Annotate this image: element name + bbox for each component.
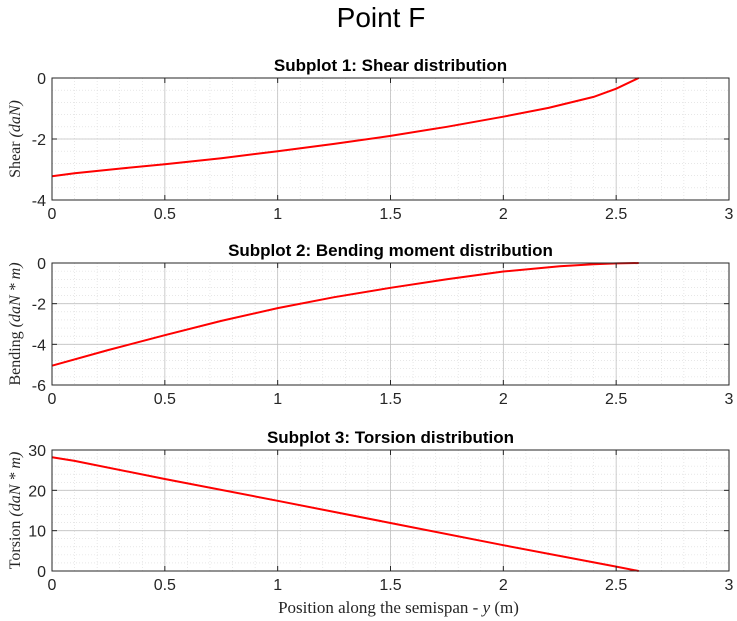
y-axis-label: Bending (daN * m) [7, 262, 24, 385]
subplot-1: 0 0.5 1 1.5 2 2.5 3 -4 -2 0 Subplot 1: Shear distr… [7, 56, 734, 223]
y-axis-label-unit: (daN * m) [7, 262, 24, 327]
y-tick-label: -4 [32, 193, 46, 210]
x-tick-label: 1 [273, 206, 282, 223]
subplot-title: Subplot 2: Bending moment distribution [228, 241, 553, 260]
subplot-title: Subplot 3: Torsion distribution [267, 428, 514, 447]
x-tick-label: 0 [48, 206, 57, 223]
x-tick-label: 0.5 [154, 577, 176, 594]
x-tick-label: 2.5 [605, 391, 627, 408]
x-tick-label: 1 [273, 577, 282, 594]
series-line [51, 456, 639, 572]
x-tick-label: 2.5 [605, 577, 627, 594]
y-axis-label-text: Torsion [7, 517, 24, 570]
figure-title: Point F [337, 2, 426, 33]
y-axis-label-unit: (daN) [7, 100, 24, 137]
y-axis-label: Shear (daN) [7, 100, 24, 178]
x-axis-label-var: y [481, 598, 491, 617]
series-line [51, 77, 640, 178]
y-tick-label: -2 [32, 132, 46, 149]
x-tick-label: 3 [725, 206, 734, 223]
series-line [51, 262, 639, 367]
x-tick-label: 3 [725, 577, 734, 594]
x-tick-label: 1.5 [379, 577, 401, 594]
y-tick-label: 20 [28, 483, 46, 500]
x-tick-label: 3 [725, 391, 734, 408]
y-tick-label: 0 [37, 256, 46, 273]
x-tick-label: 0.5 [154, 391, 176, 408]
y-axis-label-text: Bending [7, 327, 24, 385]
y-tick-label: -4 [32, 337, 46, 354]
y-tick-label: 10 [28, 524, 46, 541]
x-tick-label: 2.5 [605, 206, 627, 223]
subplot-2: 0 0.5 1 1.5 2 2.5 3 -6 -4 -2 0 Subplot 2: Bending m… [7, 241, 734, 408]
y-axis-label: Torsion (daN * m) [7, 452, 24, 570]
x-tick-label: 1.5 [379, 391, 401, 408]
x-tick-label: 2 [499, 577, 508, 594]
x-tick-label: 0 [48, 577, 57, 594]
y-tick-label: 0 [37, 564, 46, 581]
x-tick-label: 2 [499, 206, 508, 223]
subplot-title: Subplot 1: Shear distribution [274, 56, 507, 75]
x-tick-label: 1.5 [379, 206, 401, 223]
x-axis-label: Position along the semispan - y (m) [278, 598, 519, 617]
x-axis-label-text: Position along the semispan - [278, 598, 482, 617]
x-tick-label: 1 [273, 391, 282, 408]
y-tick-label: 0 [37, 71, 46, 88]
x-tick-label: 2 [499, 391, 508, 408]
y-tick-label: -2 [32, 297, 46, 314]
y-tick-label: -6 [32, 378, 46, 395]
y-axis-label-unit: (daN * m) [7, 452, 24, 517]
x-axis-label-unit: (m) [490, 598, 519, 617]
y-tick-label: 30 [28, 443, 46, 460]
y-axis-label-text: Shear [7, 137, 24, 177]
x-tick-label: 0 [48, 391, 57, 408]
x-tick-label: 0.5 [154, 206, 176, 223]
